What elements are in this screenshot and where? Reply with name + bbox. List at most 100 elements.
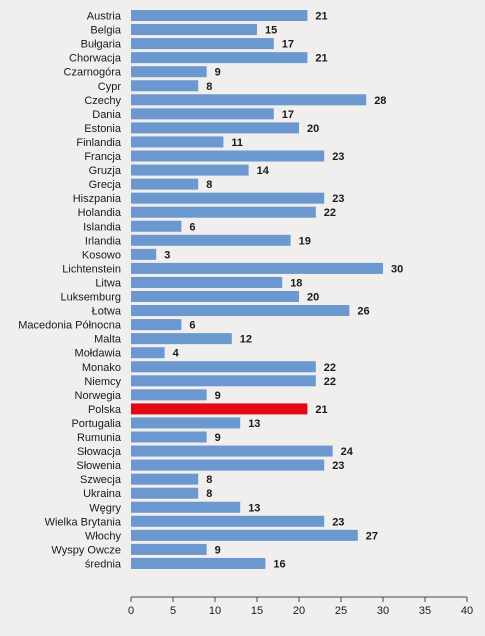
bar <box>131 445 333 457</box>
x-tick-label: 35 <box>419 605 431 617</box>
bar <box>131 501 241 513</box>
bar <box>131 220 182 232</box>
category-label: Francja <box>84 151 122 163</box>
bar <box>131 276 283 288</box>
bar <box>131 473 199 485</box>
bar <box>131 459 325 471</box>
bar <box>131 487 199 499</box>
bar <box>131 305 350 317</box>
category-label: Cypr <box>98 81 122 93</box>
bar <box>131 375 316 387</box>
data-label: 9 <box>215 544 221 556</box>
data-label: 30 <box>391 263 403 275</box>
data-label: 8 <box>206 81 212 93</box>
data-label: 21 <box>315 53 327 65</box>
category-label: Hiszpania <box>73 193 122 205</box>
data-label: 18 <box>290 277 302 289</box>
bar <box>131 52 308 64</box>
category-label: Wyspy Owcze <box>51 544 121 556</box>
data-label: 6 <box>189 221 195 233</box>
data-label: 6 <box>189 320 195 332</box>
x-tick-label: 0 <box>128 605 134 617</box>
bar <box>131 291 299 302</box>
bar <box>131 136 224 148</box>
bar <box>131 206 316 218</box>
data-label: 11 <box>231 137 243 149</box>
category-label: średnia <box>85 558 122 570</box>
category-label: Węgry <box>89 502 121 514</box>
category-label: Austria <box>87 11 122 23</box>
data-label: 9 <box>215 390 221 402</box>
category-label: Luksemburg <box>60 292 121 304</box>
data-label: 23 <box>332 151 344 163</box>
bar <box>131 178 199 190</box>
category-label: Grecja <box>89 179 122 191</box>
bar <box>131 417 241 429</box>
data-label: 17 <box>282 109 294 121</box>
bar <box>131 192 325 204</box>
category-label: Litwa <box>95 277 122 289</box>
data-label: 27 <box>366 530 378 542</box>
category-label: Norwegia <box>75 390 122 402</box>
data-label: 8 <box>206 179 212 191</box>
data-label: 26 <box>357 306 369 318</box>
category-label: Macedonia Północna <box>18 320 122 332</box>
x-tick-label: 30 <box>377 605 389 617</box>
bar <box>131 515 325 527</box>
bar <box>131 108 274 120</box>
data-label: 28 <box>374 95 386 107</box>
data-label: 3 <box>164 249 170 261</box>
bar <box>131 557 266 569</box>
bar <box>131 319 182 331</box>
x-tick-label: 25 <box>335 605 347 617</box>
category-label: Dania <box>92 109 122 121</box>
data-label: 22 <box>324 362 336 374</box>
bar <box>131 66 207 78</box>
category-label: Rumunia <box>77 432 122 444</box>
bar <box>131 80 199 92</box>
bar <box>131 248 157 260</box>
data-label: 4 <box>173 348 180 360</box>
category-label: Belgia <box>90 25 121 37</box>
data-label: 13 <box>248 418 260 430</box>
category-label: Chorwacja <box>69 53 122 65</box>
category-label: Monako <box>82 362 121 374</box>
bar <box>131 543 207 555</box>
data-label: 9 <box>215 67 221 79</box>
category-label: Kosowo <box>82 249 121 261</box>
bar <box>131 150 325 162</box>
category-label: Islandia <box>83 221 122 233</box>
data-label: 19 <box>299 235 311 247</box>
bar <box>131 24 257 36</box>
x-tick-label: 40 <box>461 605 473 617</box>
category-label: Wielka Brytania <box>45 516 122 528</box>
category-label: Holandia <box>78 207 122 219</box>
data-label: 16 <box>273 558 285 570</box>
data-label: 15 <box>265 25 277 37</box>
bar <box>131 389 207 401</box>
data-label: 14 <box>257 165 270 177</box>
category-label: Słowenia <box>76 460 122 472</box>
category-label: Portugalia <box>71 418 121 430</box>
x-tick-label: 10 <box>209 605 221 617</box>
category-label: Łotwa <box>92 306 122 318</box>
category-label: Niemcy <box>84 376 121 388</box>
category-label: Mołdawia <box>75 348 122 360</box>
data-label: 13 <box>248 502 260 514</box>
category-label: Finlandia <box>76 137 122 149</box>
bar <box>131 10 308 21</box>
data-label: 23 <box>332 516 344 528</box>
bar <box>131 122 299 134</box>
data-label: 24 <box>341 446 354 458</box>
bar <box>131 234 291 246</box>
bar <box>131 262 383 274</box>
category-label: Słowacja <box>77 446 122 458</box>
category-label: Polska <box>88 404 122 416</box>
bar <box>131 403 308 415</box>
data-label: 23 <box>332 193 344 205</box>
category-label: Włochy <box>85 530 122 542</box>
data-label: 21 <box>315 11 327 23</box>
data-label: 22 <box>324 376 336 388</box>
